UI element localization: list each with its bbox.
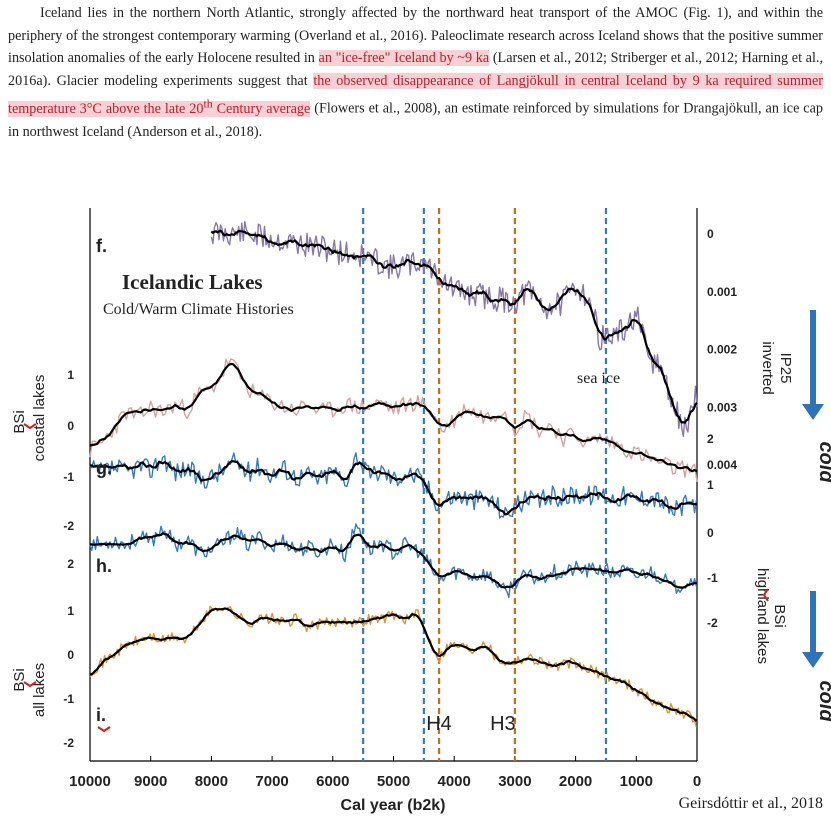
ip25-tick-label: 0.001	[707, 285, 737, 299]
x-tick-label: 8000	[195, 773, 228, 790]
highland-lakes-raw-line	[89, 523, 698, 599]
figure-credit: Geirsdóttir et al., 2018	[678, 795, 823, 812]
highlight-langjokull-b: Century average	[212, 101, 311, 118]
body-paragraph: Iceland lies in the northern North Atlan…	[8, 2, 823, 143]
all-lakes-axis-title: BSi	[11, 668, 28, 691]
ip25-smoothed-line	[210, 229, 698, 424]
x-tick-label: 4000	[438, 773, 471, 790]
cold-label-1: cold	[815, 441, 831, 483]
x-tick-label: 7000	[255, 773, 288, 790]
ip25-tick-label: 0	[707, 227, 714, 241]
highlight-ice-free: an "ice-free" Iceland by ~9 ka	[318, 50, 490, 67]
event-label-h3: H3	[490, 713, 516, 735]
highlight-langjokull-sup: th	[203, 96, 213, 111]
coastal-tick-label: 0	[67, 419, 74, 433]
all-lakes-tick-label: -1	[63, 692, 74, 706]
highlight-langjokull-a: the observed disappearance of Langjökull…	[8, 72, 823, 118]
chart-title: Icelandic Lakes	[122, 270, 263, 294]
all-lakes-tick-label: -2	[63, 736, 74, 750]
x-tick-label: 5000	[377, 773, 410, 790]
highland-tick-label: -2	[707, 616, 718, 630]
cold-arrow-1-head	[802, 404, 824, 420]
coastal-caret-mark	[23, 423, 37, 430]
cold-label-2: cold	[815, 680, 831, 722]
highland-lakes-smoothed-line	[89, 532, 697, 589]
paragraph-text-3: (Flowers et al., 2008), an estimate rein…	[8, 101, 823, 140]
cold-arrow-2-head	[802, 652, 824, 668]
chart-subtitle: Cold/Warm Climate Histories	[103, 301, 294, 318]
highland-axis-subtitle: highland lakes	[754, 568, 771, 664]
ip25-tick-label: 0.003	[707, 400, 737, 414]
coastal-tick-label: -1	[63, 470, 74, 484]
ip25-tick-label: 0.002	[707, 343, 737, 357]
paragraph-text-2: (Larsen et al., 2012; Striberger et al.,…	[8, 50, 823, 89]
all-lakes-smoothed-line	[89, 607, 698, 722]
x-tick-label: 3000	[498, 773, 531, 790]
panel-g-smoothed-line	[89, 460, 697, 516]
sea-ice-annotation: sea ice	[577, 370, 620, 387]
x-tick-label: 6000	[316, 773, 349, 790]
x-tick-label: 10000	[69, 773, 111, 790]
g-left-tick-label: -2	[63, 519, 74, 533]
x-tick-label: 2000	[559, 773, 592, 790]
ip25-axis-title: IP25	[777, 353, 794, 384]
coastal-tick-label: 1	[67, 368, 74, 382]
highland-tick-label: 0	[707, 526, 714, 540]
multi-panel-chart: 10000 9000 8000 7000 6000 5000 4000 3000 2000 100…	[11, 208, 831, 814]
highland-axis-title: BSi	[771, 604, 788, 627]
coastal-axis-subtitle: coastal lakes	[31, 375, 48, 462]
all-lakes-caret-mark	[23, 681, 37, 688]
ip25-tick-label: 0.004	[707, 458, 737, 472]
x-tick-label: 1000	[620, 773, 653, 790]
ip25-raw-line	[210, 220, 698, 438]
highland-tick-label: -1	[707, 571, 718, 585]
g-right-tick-label: 2	[707, 432, 714, 446]
all-lakes-tick-label: 1	[67, 604, 74, 618]
ip25-axis-subtitle: inverted	[759, 341, 776, 394]
coastal-axis-title: BSi	[11, 410, 28, 433]
coastal-lakes-smoothed-line	[89, 362, 698, 473]
panel-g-label: g.	[96, 458, 112, 478]
paragraph-text-1: Iceland lies in the northern North Atlan…	[8, 5, 823, 67]
all-lakes-axis-subtitle: all lakes	[31, 663, 48, 717]
g-right-tick-label: 1	[707, 478, 714, 492]
panel-h-label: h.	[96, 556, 112, 576]
highland-caret-mark	[762, 588, 769, 602]
panel-i-label: i.	[96, 705, 106, 725]
panel-i-caret-mark	[97, 726, 111, 733]
h-left-tick-label: 2	[67, 557, 74, 571]
x-tick-label: 0	[693, 773, 701, 790]
x-tick-label: 9000	[134, 773, 167, 790]
event-label-h4: H4	[426, 713, 452, 735]
panel-f-label: f.	[96, 236, 107, 256]
panel-g-raw-line	[89, 452, 698, 519]
x-axis-label: Cal year (b2k)	[341, 797, 446, 814]
all-lakes-tick-label: 0	[67, 648, 74, 662]
